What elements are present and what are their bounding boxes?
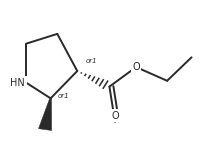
Text: HN: HN [10, 78, 25, 88]
Text: O: O [111, 111, 119, 121]
Text: or1: or1 [86, 58, 98, 64]
Text: O: O [132, 62, 140, 72]
Text: O: O [132, 62, 140, 72]
Polygon shape [38, 98, 52, 130]
Text: O: O [111, 111, 119, 121]
Text: HN: HN [10, 78, 25, 88]
Text: or1: or1 [57, 93, 69, 99]
